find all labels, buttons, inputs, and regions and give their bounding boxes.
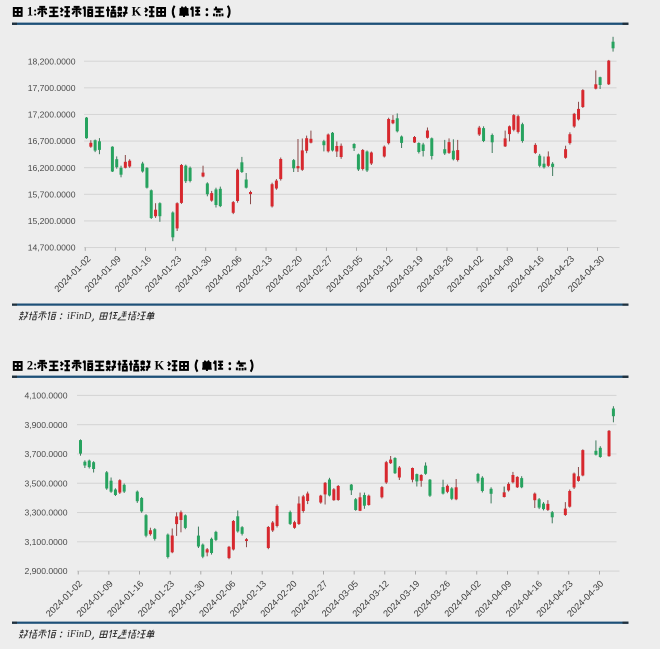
svg-text:3,300.0000: 3,300.0000	[24, 508, 67, 518]
svg-text:3,900.0000: 3,900.0000	[24, 420, 67, 430]
svg-text:16,200.0000: 16,200.0000	[28, 163, 76, 173]
svg-text:iFinD: iFinD	[67, 629, 92, 640]
svg-text:18,200.0000: 18,200.0000	[28, 56, 76, 66]
svg-text:16,700.0000: 16,700.0000	[28, 136, 76, 146]
svg-text:4,100.0000: 4,100.0000	[24, 391, 67, 401]
svg-text:3,500.0000: 3,500.0000	[24, 478, 67, 488]
svg-text:15,200.0000: 15,200.0000	[28, 216, 76, 226]
svg-text:3,700.0000: 3,700.0000	[24, 449, 67, 459]
svg-text:17,700.0000: 17,700.0000	[28, 83, 76, 93]
svg-text:2:: 2:	[27, 358, 37, 372]
svg-text:2,900.0000: 2,900.0000	[24, 566, 67, 576]
svg-text:15,700.0000: 15,700.0000	[28, 189, 76, 199]
svg-text:17,200.0000: 17,200.0000	[28, 110, 76, 120]
svg-text:1:: 1:	[27, 4, 37, 18]
svg-text:3,100.0000: 3,100.0000	[24, 537, 67, 547]
svg-text:K: K	[155, 358, 165, 372]
svg-text:14,700.0000: 14,700.0000	[28, 243, 76, 253]
svg-text:K: K	[132, 4, 142, 18]
svg-text:iFinD: iFinD	[67, 311, 92, 322]
